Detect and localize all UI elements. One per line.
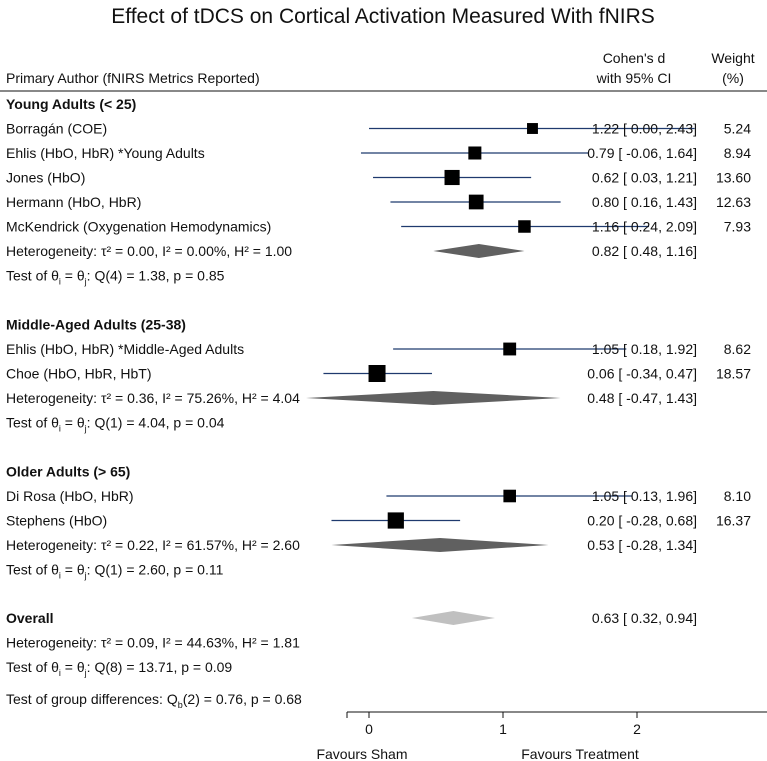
effect-size-header-line2: with 95% CI	[596, 70, 672, 86]
group-label-0: Young Adults (< 25)	[6, 96, 136, 112]
study-marker-g0-s3	[468, 194, 484, 210]
study-name-g0-s1: Ehlis (HbO, HbR) *Young Adults	[6, 145, 205, 161]
overall-summary-text: 0.63 [ 0.32, 0.94]	[592, 610, 697, 626]
weight-text-g1-s1: 18.57	[716, 366, 751, 382]
ci-text-g0-s1: 0.79 [ -0.06, 1.64]	[587, 145, 697, 161]
study-name-g1-s1: Choe (HbO, HbR, HbT)	[6, 366, 151, 382]
ci-text-g0-s2: 0.62 [ 0.03, 1.21]	[592, 170, 697, 186]
study-marker-g0-s4	[518, 220, 531, 233]
x-label-favours-sham: Favours Sham	[316, 746, 407, 761]
group-diamond-2	[331, 538, 549, 552]
x-tick-label-1: 1	[499, 721, 507, 737]
study-name-g2-s0: Di Rosa (HbO, HbR)	[6, 488, 134, 504]
weight-text-g0-s4: 7.93	[724, 219, 751, 235]
x-tick-label-2: 2	[633, 721, 641, 737]
weight-text-g0-s3: 12.63	[716, 194, 751, 210]
weight-header-line2: (%)	[722, 70, 744, 86]
ci-text-g0-s4: 1.16 [ 0.24, 2.09]	[592, 219, 697, 235]
study-marker-g0-s0	[527, 123, 538, 134]
overall-label: Overall	[6, 610, 53, 626]
study-name-g2-s1: Stephens (HbO)	[6, 513, 107, 529]
ci-text-g1-s1: 0.06 [ -0.34, 0.47]	[587, 366, 697, 382]
ci-text-g2-s0: 1.05 [ 0.13, 1.96]	[592, 488, 697, 504]
study-name-g1-s0: Ehlis (HbO, HbR) *Middle-Aged Adults	[6, 341, 244, 357]
group-test-1: Test of θi = θj: Q(1) = 4.04, p = 0.04	[6, 415, 225, 434]
x-label-favours-treatment: Favours Treatment	[521, 746, 639, 761]
study-marker-g0-s1	[468, 146, 482, 160]
study-name-g0-s0: Borragán (COE)	[6, 121, 107, 137]
study-marker-g2-s1	[387, 512, 404, 529]
group-differences-test: Test of group differences: Qb(2) = 0.76,…	[6, 691, 302, 710]
study-marker-g1-s1	[368, 365, 386, 382]
study-marker-g2-s0	[503, 489, 516, 503]
overall-heterogeneity: Heterogeneity: τ² = 0.09, I² = 44.63%, H…	[6, 635, 300, 651]
weight-text-g0-s1: 8.94	[724, 145, 751, 161]
group-test-2: Test of θi = θj: Q(1) = 2.60, p = 0.11	[6, 562, 224, 581]
overall-diamond	[411, 611, 495, 625]
group-diamond-0	[433, 244, 525, 258]
weight-text-g0-s2: 13.60	[716, 170, 751, 186]
heterogeneity-1: Heterogeneity: τ² = 0.36, I² = 75.26%, H…	[6, 390, 300, 406]
study-marker-g0-s2	[444, 169, 460, 186]
weight-text-g2-s1: 16.37	[716, 513, 751, 529]
study-name-g0-s2: Jones (HbO)	[6, 170, 85, 186]
forest-rows: Young Adults (< 25) Borragán (COE) 1.22 [ …	[6, 96, 751, 710]
study-name-g0-s3: Hermann (HbO, HbR)	[6, 194, 141, 210]
group-diamond-1	[306, 391, 561, 405]
group-summary-text-2: 0.53 [ -0.28, 1.34]	[587, 537, 697, 553]
weight-text-g2-s0: 8.10	[724, 488, 751, 504]
ci-text-g2-s1: 0.20 [ -0.28, 0.68]	[587, 513, 697, 529]
study-marker-g1-s0	[503, 342, 517, 356]
ci-text-g1-s0: 1.05 [ 0.18, 1.92]	[592, 341, 697, 357]
group-summary-text-0: 0.82 [ 0.48, 1.16]	[592, 243, 697, 259]
weight-header-line1: Weight	[711, 50, 754, 66]
group-label-2: Older Adults (> 65)	[6, 464, 130, 480]
overall-test: Test of θi = θj: Q(8) = 13.71, p = 0.09	[6, 659, 232, 678]
chart-title: Effect of tDCS on Cortical Activation Me…	[111, 5, 655, 28]
group-test-0: Test of θi = θj: Q(4) = 1.38, p = 0.85	[6, 268, 225, 287]
x-tick-label-0: 0	[365, 721, 373, 737]
weight-text-g1-s0: 8.62	[724, 341, 751, 357]
effect-size-header-line1: Cohen's d	[603, 50, 666, 66]
group-label-1: Middle-Aged Adults (25-38)	[6, 317, 186, 333]
author-column-header: Primary Author (fNIRS Metrics Reported)	[6, 70, 260, 86]
ci-text-g0-s3: 0.80 [ 0.16, 1.43]	[592, 194, 697, 210]
heterogeneity-0: Heterogeneity: τ² = 0.00, I² = 0.00%, H²…	[6, 243, 292, 259]
study-name-g0-s4: McKendrick (Oxygenation Hemodynamics)	[6, 219, 271, 235]
group-summary-text-1: 0.48 [ -0.47, 1.43]	[587, 390, 697, 406]
ci-text-g0-s0: 1.22 [ 0.00, 2.43]	[592, 121, 697, 137]
heterogeneity-2: Heterogeneity: τ² = 0.22, I² = 61.57%, H…	[6, 537, 300, 553]
weight-text-g0-s0: 5.24	[724, 121, 751, 137]
